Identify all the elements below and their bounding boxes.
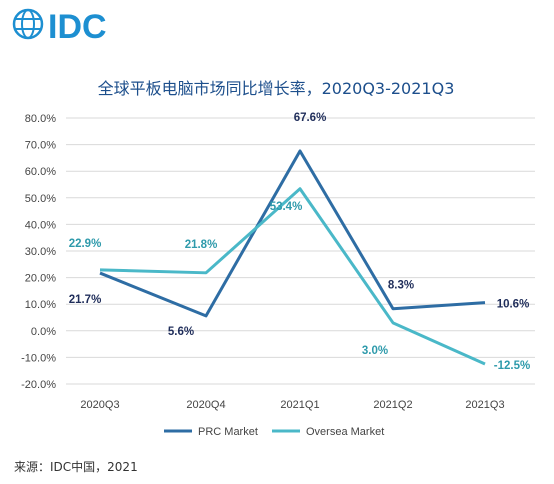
data-labels: 21.7% 5.6% 67.6% 8.3% 10.6% 22.9% 21.8% 53.4% 3.… (69, 112, 531, 372)
x-tick-label: 2021Q1 (280, 399, 319, 411)
y-tick-label: 40.0% (25, 219, 56, 231)
data-label: 53.4% (270, 201, 303, 213)
y-tick-label: 30.0% (25, 246, 56, 258)
data-label: 22.9% (69, 238, 102, 250)
y-tick-label: -10.0% (21, 352, 56, 364)
legend: PRC Market Oversea Market (164, 426, 384, 438)
data-label: 21.8% (185, 239, 218, 251)
legend-label: Oversea Market (306, 426, 384, 438)
data-label: 3.0% (362, 345, 388, 357)
idc-logo-text: IDC (48, 8, 107, 46)
data-label: 8.3% (388, 280, 414, 292)
data-label: 21.7% (69, 294, 102, 306)
y-tick-label: 60.0% (25, 166, 56, 178)
idc-logo: IDC (12, 8, 107, 46)
source-note: 来源：IDC中国，2021 (14, 460, 138, 474)
x-axis-ticks: 2020Q3 2020Q4 2021Q1 2021Q2 2021Q3 (80, 399, 504, 411)
x-tick-label: 2020Q4 (186, 399, 225, 411)
y-tick-label: -20.0% (21, 379, 56, 391)
legend-label: PRC Market (198, 426, 258, 438)
series-line (99, 187, 486, 366)
series-line (99, 149, 486, 318)
y-tick-label: 70.0% (25, 140, 56, 152)
data-label: 67.6% (294, 112, 327, 124)
series-lines (99, 149, 486, 366)
grid-lines (66, 117, 535, 385)
chart-title: 全球平板电脑市场同比增长率，2020Q3-2021Q3 (98, 79, 455, 98)
y-tick-label: 20.0% (25, 273, 56, 285)
idc-logo-globe-icon (12, 8, 44, 40)
y-axis-ticks: -20.0% -10.0% 0.0% 10.0% 20.0% 30.0% 40.0% 50.0… (21, 113, 56, 391)
x-tick-label: 2021Q3 (465, 399, 504, 411)
y-tick-label: 0.0% (31, 326, 56, 338)
y-tick-label: 80.0% (25, 113, 56, 125)
data-label: 5.6% (168, 326, 194, 338)
x-tick-label: 2020Q3 (80, 399, 119, 411)
data-label: 10.6% (497, 299, 530, 311)
data-label: -12.5% (494, 360, 530, 372)
x-tick-label: 2021Q2 (373, 399, 412, 411)
y-tick-label: 10.0% (25, 299, 56, 311)
y-tick-label: 50.0% (25, 193, 56, 205)
